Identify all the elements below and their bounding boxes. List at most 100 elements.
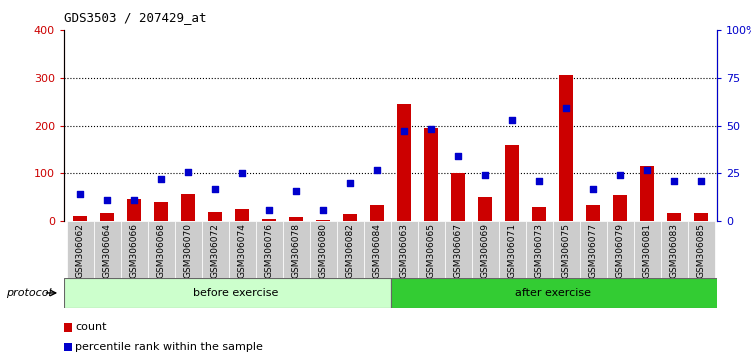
Bar bbox=[181, 194, 195, 221]
Bar bbox=[235, 209, 249, 221]
Text: GSM306082: GSM306082 bbox=[345, 223, 354, 278]
Text: before exercise: before exercise bbox=[192, 288, 278, 298]
Bar bbox=[505, 145, 519, 221]
Bar bbox=[309, 221, 336, 278]
Text: GSM306066: GSM306066 bbox=[129, 223, 138, 278]
Point bbox=[101, 198, 113, 203]
Text: percentile rank within the sample: percentile rank within the sample bbox=[75, 342, 263, 352]
Text: GSM306080: GSM306080 bbox=[318, 223, 327, 278]
Text: GSM306079: GSM306079 bbox=[616, 223, 625, 278]
Bar bbox=[607, 221, 634, 278]
Bar bbox=[127, 199, 140, 221]
Text: GSM306072: GSM306072 bbox=[210, 223, 219, 278]
Text: GSM306069: GSM306069 bbox=[481, 223, 490, 278]
Point bbox=[560, 105, 572, 111]
Text: GSM306077: GSM306077 bbox=[589, 223, 598, 278]
Bar bbox=[282, 221, 309, 278]
Bar bbox=[445, 221, 472, 278]
Bar bbox=[74, 216, 87, 221]
Bar bbox=[499, 221, 526, 278]
Point bbox=[344, 180, 356, 186]
Bar bbox=[316, 220, 330, 221]
Point bbox=[371, 167, 383, 172]
Bar bbox=[255, 221, 282, 278]
Point bbox=[74, 192, 86, 197]
Bar bbox=[687, 221, 714, 278]
Point bbox=[128, 198, 140, 203]
Text: GSM306084: GSM306084 bbox=[372, 223, 382, 278]
Bar bbox=[363, 221, 391, 278]
Bar bbox=[634, 221, 661, 278]
Bar bbox=[64, 278, 391, 308]
Bar bbox=[472, 221, 499, 278]
Bar bbox=[451, 173, 465, 221]
Bar bbox=[694, 213, 707, 221]
Text: GSM306063: GSM306063 bbox=[400, 223, 409, 278]
Bar bbox=[667, 213, 680, 221]
Bar bbox=[478, 198, 492, 221]
Text: GSM306068: GSM306068 bbox=[156, 223, 165, 278]
Bar bbox=[101, 213, 114, 221]
Text: GSM306085: GSM306085 bbox=[696, 223, 705, 278]
Bar bbox=[580, 221, 607, 278]
Bar bbox=[532, 207, 546, 221]
Text: GSM306083: GSM306083 bbox=[669, 223, 678, 278]
Bar bbox=[370, 205, 384, 221]
Text: GSM306081: GSM306081 bbox=[643, 223, 652, 278]
Bar bbox=[289, 217, 303, 221]
Bar bbox=[614, 195, 627, 221]
Bar bbox=[553, 221, 580, 278]
Point bbox=[695, 178, 707, 184]
Text: GSM306075: GSM306075 bbox=[562, 223, 571, 278]
Text: GSM306076: GSM306076 bbox=[264, 223, 273, 278]
Bar bbox=[174, 221, 201, 278]
Bar bbox=[424, 128, 438, 221]
Point bbox=[425, 127, 437, 132]
Bar bbox=[526, 221, 553, 278]
Bar bbox=[67, 221, 94, 278]
Point bbox=[236, 171, 248, 176]
Bar bbox=[262, 219, 276, 221]
Bar bbox=[391, 221, 418, 278]
Point bbox=[155, 176, 167, 182]
Bar bbox=[154, 202, 167, 221]
Text: GSM306070: GSM306070 bbox=[183, 223, 192, 278]
Text: GSM306065: GSM306065 bbox=[427, 223, 436, 278]
Text: count: count bbox=[75, 322, 107, 332]
Bar bbox=[208, 212, 222, 221]
Point bbox=[182, 169, 194, 175]
Text: GSM306078: GSM306078 bbox=[291, 223, 300, 278]
Bar bbox=[120, 221, 147, 278]
Point bbox=[452, 153, 464, 159]
Bar bbox=[343, 214, 357, 221]
Bar bbox=[641, 166, 654, 221]
Text: GDS3503 / 207429_at: GDS3503 / 207429_at bbox=[64, 11, 207, 24]
Point bbox=[209, 186, 221, 192]
Point bbox=[533, 178, 545, 184]
Text: GSM306064: GSM306064 bbox=[103, 223, 112, 278]
Text: GSM306067: GSM306067 bbox=[454, 223, 463, 278]
Text: GSM306073: GSM306073 bbox=[535, 223, 544, 278]
Bar bbox=[661, 221, 687, 278]
Text: GSM306062: GSM306062 bbox=[76, 223, 85, 278]
Text: GSM306071: GSM306071 bbox=[508, 223, 517, 278]
Point bbox=[668, 178, 680, 184]
Point bbox=[614, 172, 626, 178]
Point bbox=[263, 207, 275, 213]
Point bbox=[317, 207, 329, 213]
Bar bbox=[228, 221, 255, 278]
Point bbox=[290, 188, 302, 194]
Point bbox=[641, 167, 653, 172]
Text: protocol: protocol bbox=[6, 288, 52, 298]
Bar bbox=[559, 75, 573, 221]
Point bbox=[398, 129, 410, 134]
Bar bbox=[391, 278, 720, 308]
Text: GSM306074: GSM306074 bbox=[237, 223, 246, 278]
Bar bbox=[418, 221, 445, 278]
Point bbox=[479, 172, 491, 178]
Bar bbox=[397, 104, 411, 221]
Bar bbox=[94, 221, 120, 278]
Point bbox=[587, 186, 599, 192]
Text: after exercise: after exercise bbox=[514, 288, 590, 298]
Bar bbox=[336, 221, 363, 278]
